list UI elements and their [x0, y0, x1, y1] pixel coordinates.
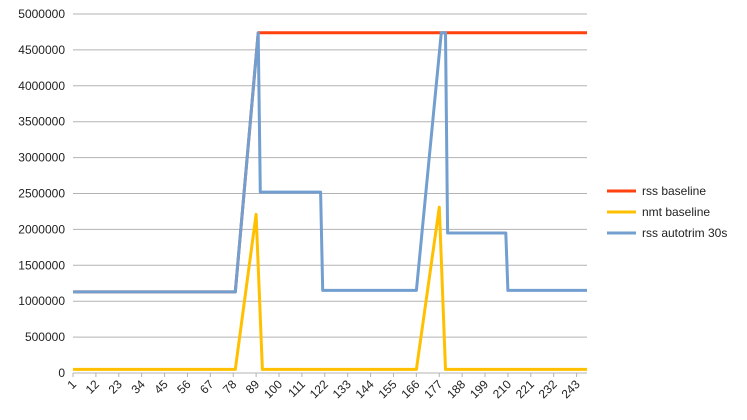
- series-line-rss-autotrim-30s: [73, 31, 587, 294]
- x-tick-label: 100: [261, 377, 285, 401]
- x-tick-label: 67: [197, 377, 217, 397]
- x-tick-label: 45: [151, 377, 171, 397]
- x-tick-label: 111: [285, 377, 308, 400]
- legend-label: nmt baseline: [642, 205, 710, 219]
- x-tick-label: 34: [128, 377, 148, 397]
- x-tick-label: 144: [353, 377, 377, 401]
- y-tick-label: 3000000: [18, 151, 65, 165]
- legend-label: rss autotrim 30s: [642, 226, 727, 240]
- y-tick-label: 2000000: [18, 222, 65, 236]
- series-line-nmt-baseline: [73, 205, 587, 371]
- x-tick-label: 199: [467, 377, 491, 401]
- y-tick-label: 0: [58, 366, 65, 380]
- x-tick-label: 133: [330, 377, 354, 401]
- series-lines: [73, 31, 587, 371]
- x-tick-label: 78: [220, 377, 240, 397]
- y-tick-label: 1000000: [18, 294, 65, 308]
- y-tick-label: 4000000: [18, 79, 65, 93]
- y-tick-label: 3500000: [18, 115, 65, 129]
- x-tick-label: 23: [106, 377, 126, 397]
- x-tick-label: 188: [444, 377, 468, 401]
- legend: rss baseline nmt baseline rss autotrim 30s: [607, 184, 727, 240]
- x-tick-label: 232: [536, 377, 560, 401]
- x-tick-label: 12: [83, 377, 103, 397]
- y-tick-label: 4500000: [18, 43, 65, 57]
- y-tick-label: 1500000: [18, 258, 65, 272]
- y-tick-label: 5000000: [18, 7, 65, 21]
- gridlines: [73, 13, 587, 374]
- x-tick-label: 89: [243, 377, 263, 397]
- x-tick-label: 155: [376, 377, 400, 401]
- y-tick-label: 500000: [25, 330, 65, 344]
- series-line-rss-baseline: [73, 31, 587, 294]
- x-tick-label: 56: [174, 377, 194, 397]
- y-tick-label: 2500000: [18, 187, 65, 201]
- x-tick-label: 177: [421, 377, 445, 401]
- x-tick-label: 166: [398, 377, 422, 401]
- x-tick-label: 221: [513, 377, 537, 401]
- x-tick-label: 122: [307, 377, 331, 401]
- x-tick-label: 210: [490, 377, 514, 401]
- y-axis: 0 500000 1000000 1500000 2000000 2500000 30000…: [18, 7, 65, 380]
- x-tick-label: 243: [559, 377, 583, 401]
- legend-label: rss baseline: [642, 184, 706, 198]
- x-tick-label: 1: [64, 377, 79, 392]
